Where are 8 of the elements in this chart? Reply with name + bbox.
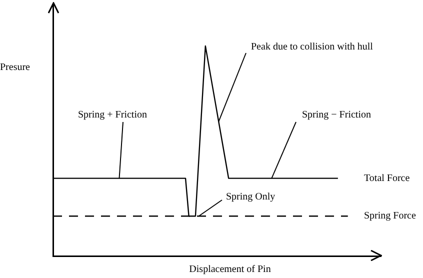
x-axis-title: Displacement of Pin [188, 264, 272, 275]
y-axis-title: Presure [0, 62, 30, 73]
annotation: Peak due to collision with hull [251, 42, 374, 53]
series-label: Spring Force [364, 210, 416, 222]
annotation: Spring + Friction [78, 110, 147, 121]
text: Total Force [364, 172, 410, 184]
annotation: Spring − Friction [302, 110, 371, 121]
annotation: Spring Only [226, 192, 276, 203]
